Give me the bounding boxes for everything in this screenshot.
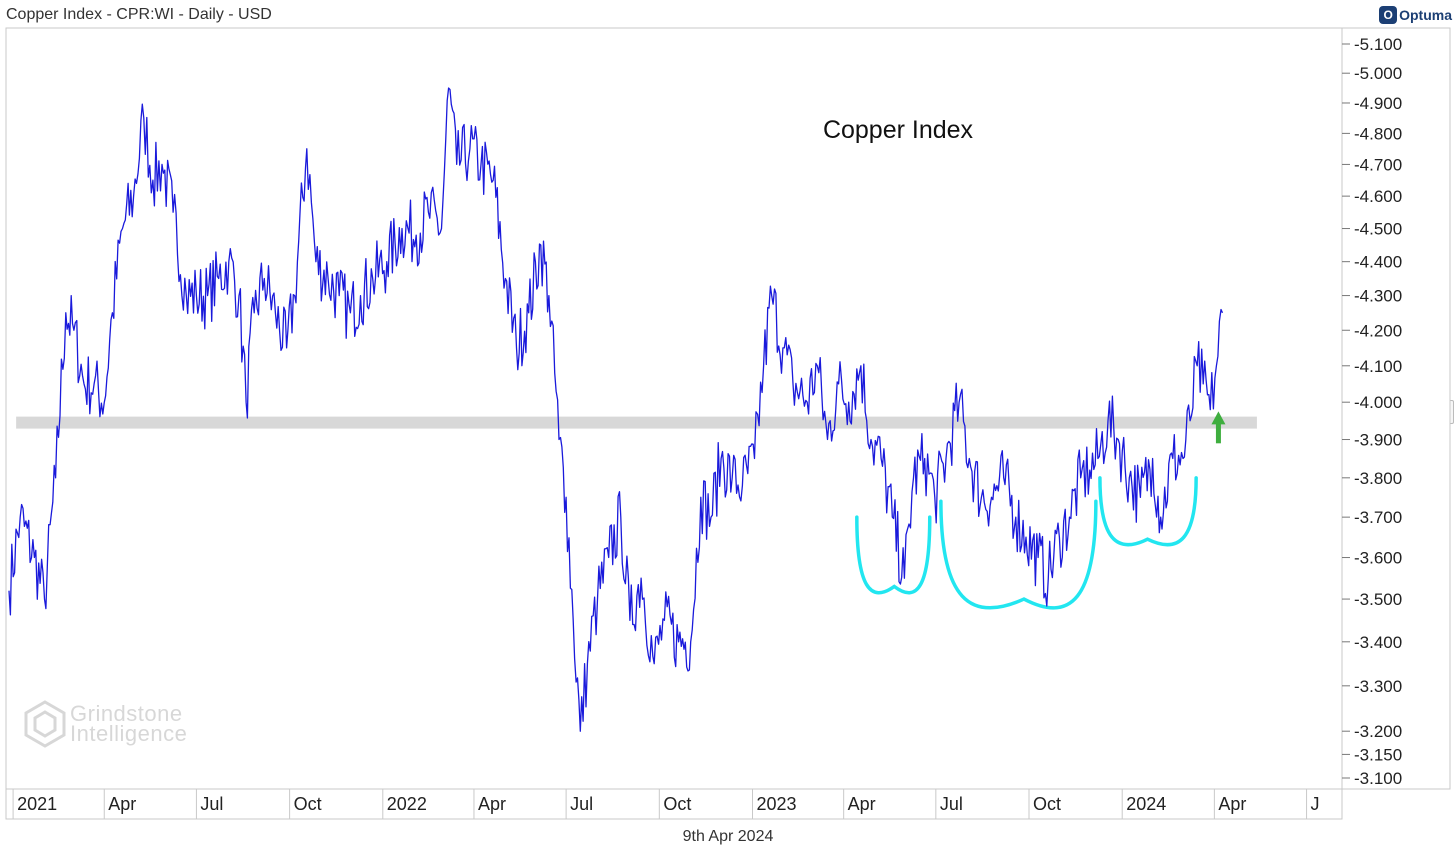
y-tick-label: -4.700 — [1354, 155, 1402, 174]
chart-date: 9th Apr 2024 — [682, 828, 774, 845]
y-tick-label: -3.100 — [1354, 769, 1402, 788]
x-tick-label: Apr — [108, 794, 136, 814]
x-tick-label: Apr — [478, 794, 506, 814]
breakout-arrow — [1211, 411, 1226, 444]
x-tick-label: Apr — [1218, 794, 1246, 814]
x-tick-label: J — [1311, 794, 1320, 814]
pattern-arc-1 — [855, 515, 932, 595]
y-tick-label: -4.500 — [1354, 220, 1402, 239]
chart-header: Copper Index - CPR:WI - Daily - USD — [6, 6, 272, 23]
grindstone-watermark: Grindstone Intelligence — [24, 700, 187, 748]
y-tick-label: -4.200 — [1354, 321, 1402, 340]
y-tick-label: -3.150 — [1354, 745, 1402, 764]
y-tick-label: -5.100 — [1354, 35, 1402, 54]
y-tick-label: -3.900 — [1354, 431, 1402, 450]
x-tick-label: Oct — [1033, 794, 1061, 814]
x-tick-label: Oct — [294, 794, 322, 814]
y-tick-label: -3.600 — [1354, 549, 1402, 568]
x-tick-label: 2023 — [756, 794, 796, 814]
watermark-line1: Grindstone — [70, 701, 183, 726]
x-tick-label: 2021 — [17, 794, 57, 814]
y-tick-label: -3.200 — [1354, 722, 1402, 741]
optuma-logo-text: Optuma — [1399, 7, 1452, 23]
pattern-arc-3 — [1098, 476, 1198, 547]
x-tick-label: 2024 — [1126, 794, 1166, 814]
support-level-band — [16, 416, 1257, 429]
y-tick-label: -4.300 — [1354, 287, 1402, 306]
y-tick-label: -3.400 — [1354, 633, 1402, 652]
x-tick-label: 2022 — [387, 794, 427, 814]
hexagon-logo-icon — [24, 700, 66, 748]
x-tick-label: Apr — [848, 794, 876, 814]
x-axis-panel — [5, 788, 1343, 820]
y-tick-label: -3.700 — [1354, 508, 1402, 527]
price-series-line — [8, 87, 1224, 732]
x-tick-label: Jul — [570, 794, 593, 814]
chart-title: Copper Index — [823, 116, 974, 144]
x-tick-label: Oct — [663, 794, 691, 814]
y-tick-label: -4.600 — [1354, 187, 1402, 206]
y-tick-label: -3.500 — [1354, 590, 1402, 609]
y-tick-label: -4.000 — [1354, 393, 1402, 412]
y-tick-label: -5.000 — [1354, 64, 1402, 83]
arrow-up-icon — [1211, 411, 1226, 425]
y-tick-label: -3.800 — [1354, 469, 1402, 488]
watermark-line2: Intelligence — [70, 721, 188, 746]
y-tick-label: -4.900 — [1354, 94, 1402, 113]
pattern-arc-2 — [939, 499, 1098, 610]
x-tick-label: Jul — [940, 794, 963, 814]
y-tick-label: -4.400 — [1354, 253, 1402, 272]
plot-area — [5, 27, 1343, 790]
optuma-logo: O Optuma — [1379, 4, 1452, 26]
y-axis-panel — [1341, 27, 1451, 790]
y-tick-label: -3.300 — [1354, 677, 1402, 696]
optuma-logo-icon: O — [1379, 6, 1398, 24]
x-tick-label: Jul — [200, 794, 223, 814]
y-tick-label: -4.800 — [1354, 124, 1402, 143]
y-tick-label: -4.100 — [1354, 357, 1402, 376]
